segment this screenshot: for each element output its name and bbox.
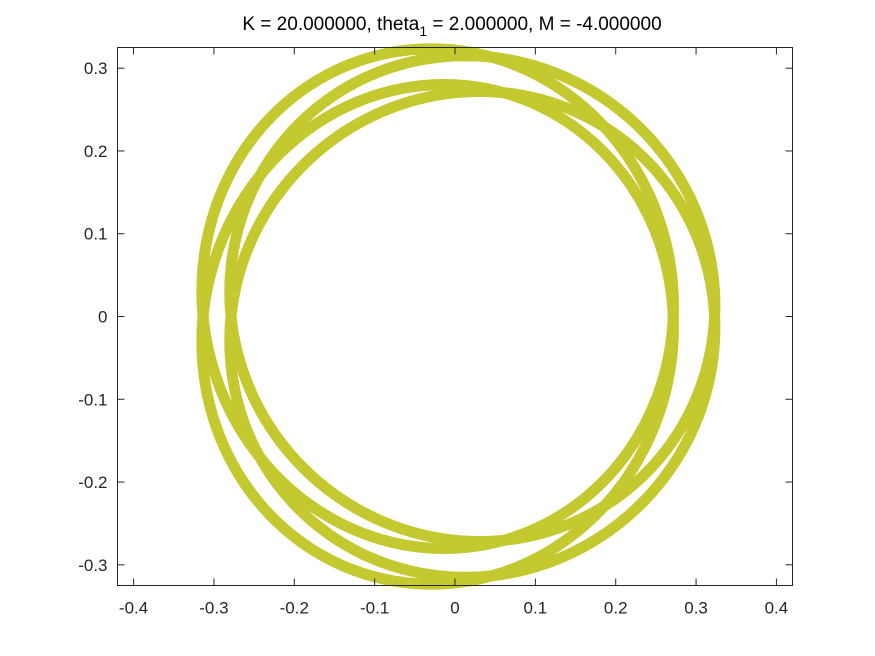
x-tick-label: 0.4: [765, 599, 789, 618]
y-tick-label: 0.3: [84, 59, 108, 78]
title-prefix: K = 20.000000, theta: [242, 14, 419, 35]
curve-layer: [196, 43, 721, 590]
x-tick-label: 0.3: [684, 599, 708, 618]
curve-loop: [196, 79, 679, 590]
x-tick-label: -0.1: [360, 599, 389, 618]
x-tick-label: 0.2: [604, 599, 628, 618]
x-axis: -0.4 -0.3 -0.2 -0.1 0 0.1 0.2 0.3 0.4: [119, 47, 789, 618]
y-tick-label: 0.2: [84, 142, 108, 161]
x-tick-label: 0: [450, 599, 459, 618]
y-tick-label: -0.1: [78, 390, 107, 409]
y-tick-label: 0: [98, 308, 107, 327]
y-axis: -0.3 -0.2 -0.1 0 0.1 0.2 0.3: [78, 59, 793, 575]
plot-area: [117, 47, 792, 585]
curve-loop: [224, 85, 721, 583]
title-subscript: 1: [419, 23, 427, 39]
x-tick-label: -0.4: [119, 599, 148, 618]
x-tick-label: -0.3: [199, 599, 228, 618]
x-tick-label: -0.2: [280, 599, 309, 618]
chart-title: K = 20.000000, theta1 = 2.000000, M = -4…: [242, 14, 661, 39]
x-tick-label: 0.1: [524, 599, 548, 618]
y-tick-label: 0.1: [84, 225, 108, 244]
y-tick-label: -0.2: [78, 473, 107, 492]
y-tick-label: -0.3: [78, 556, 107, 575]
title-suffix: = 2.000000, M = -4.000000: [427, 14, 662, 35]
